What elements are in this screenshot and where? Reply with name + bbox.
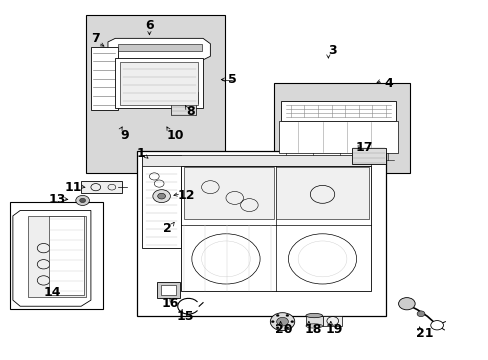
- Text: 14: 14: [43, 287, 61, 300]
- Bar: [323, 316, 341, 326]
- Circle shape: [158, 193, 165, 199]
- Circle shape: [80, 198, 85, 203]
- Circle shape: [398, 298, 414, 310]
- Bar: [171, 103, 195, 116]
- Bar: [142, 155, 181, 248]
- Circle shape: [276, 318, 288, 326]
- Text: 3: 3: [327, 44, 336, 57]
- Circle shape: [430, 320, 443, 330]
- Text: 16: 16: [162, 297, 179, 310]
- Bar: [157, 282, 180, 298]
- Bar: [273, 83, 409, 173]
- Text: 20: 20: [275, 323, 292, 336]
- Bar: [137, 151, 385, 316]
- Text: 7: 7: [91, 32, 100, 45]
- Text: 12: 12: [177, 189, 194, 202]
- Text: 9: 9: [121, 129, 129, 142]
- Text: 13: 13: [48, 193, 65, 206]
- Circle shape: [276, 327, 279, 329]
- Text: 17: 17: [354, 141, 372, 154]
- Circle shape: [416, 311, 424, 317]
- Bar: [120, 62, 198, 105]
- Polygon shape: [108, 39, 210, 60]
- Text: 5: 5: [227, 73, 236, 86]
- Bar: [351, 148, 385, 164]
- Polygon shape: [118, 44, 201, 51]
- Text: 11: 11: [64, 181, 81, 194]
- Circle shape: [290, 320, 293, 323]
- Polygon shape: [13, 211, 91, 306]
- Circle shape: [270, 313, 294, 330]
- Bar: [278, 121, 397, 153]
- Text: 8: 8: [186, 105, 195, 118]
- Bar: [49, 216, 83, 295]
- Bar: [181, 92, 198, 103]
- Bar: [160, 285, 176, 296]
- Polygon shape: [142, 155, 370, 166]
- Text: 15: 15: [176, 310, 193, 323]
- Bar: [91, 47, 118, 110]
- Bar: [183, 167, 273, 220]
- Ellipse shape: [305, 314, 322, 318]
- Ellipse shape: [305, 324, 322, 328]
- Bar: [10, 202, 103, 309]
- Bar: [305, 316, 322, 326]
- Bar: [86, 15, 224, 173]
- Text: 6: 6: [145, 19, 153, 32]
- Text: 19: 19: [325, 323, 343, 336]
- Text: 18: 18: [304, 323, 321, 336]
- Circle shape: [285, 327, 288, 329]
- Text: 10: 10: [166, 129, 183, 142]
- Bar: [115, 58, 203, 108]
- Bar: [276, 167, 368, 220]
- Text: 2: 2: [163, 222, 171, 235]
- Bar: [281, 101, 395, 121]
- Text: 21: 21: [415, 327, 433, 340]
- Bar: [27, 216, 86, 297]
- Circle shape: [153, 190, 170, 203]
- Bar: [81, 181, 122, 193]
- Text: 4: 4: [383, 77, 392, 90]
- Circle shape: [285, 314, 288, 316]
- Text: 1: 1: [136, 147, 145, 159]
- Bar: [181, 166, 370, 291]
- Circle shape: [76, 195, 89, 206]
- Circle shape: [271, 320, 274, 323]
- Circle shape: [276, 314, 279, 316]
